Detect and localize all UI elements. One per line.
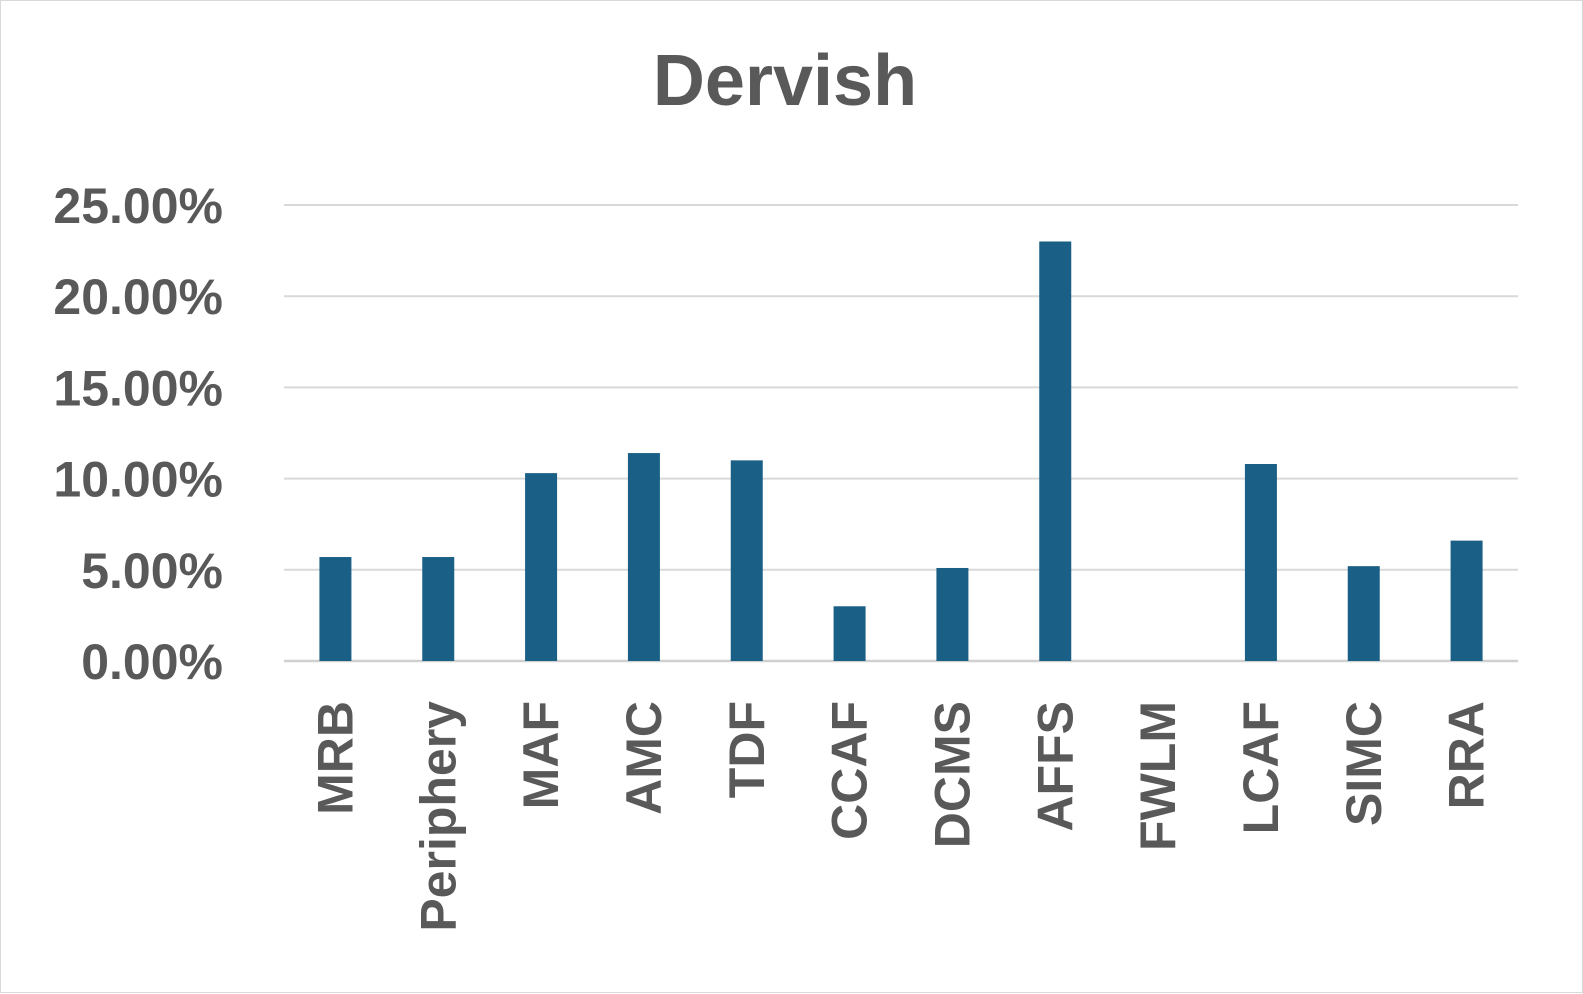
bar-ccaf bbox=[833, 606, 866, 661]
bar-periphery bbox=[422, 557, 455, 661]
x-tick-label: CCAF bbox=[822, 701, 878, 840]
bar-lcaf bbox=[1244, 464, 1277, 661]
x-tick-label: TDF bbox=[719, 701, 775, 798]
x-tick-label: RRA bbox=[1439, 701, 1495, 809]
x-tick-label: SIMC bbox=[1336, 701, 1392, 826]
bar-mrb bbox=[319, 557, 352, 661]
bar-rra bbox=[1450, 540, 1483, 661]
x-tick-label: AMC bbox=[616, 701, 672, 815]
y-tick-label: 20.00% bbox=[53, 269, 223, 325]
x-tick-label: FWLM bbox=[1130, 701, 1186, 851]
y-tick-label: 10.00% bbox=[53, 452, 223, 508]
y-tick-label: 15.00% bbox=[53, 360, 223, 416]
bar-simc bbox=[1347, 566, 1380, 661]
y-tick-label: 5.00% bbox=[81, 543, 223, 599]
x-tick-label: MAF bbox=[513, 701, 569, 809]
x-tick-label: LCAF bbox=[1233, 701, 1289, 834]
y-tick-label: 25.00% bbox=[53, 178, 223, 234]
bar-affs bbox=[1039, 241, 1072, 662]
x-tick-label: AFFS bbox=[1027, 701, 1083, 832]
y-tick-label: 0.00% bbox=[81, 634, 223, 690]
chart-title: Dervish bbox=[652, 41, 918, 121]
x-tick-label: Periphery bbox=[410, 701, 466, 932]
x-tick-label: MRB bbox=[307, 701, 363, 815]
bar-tdf bbox=[730, 460, 763, 661]
x-tick-label: DCMS bbox=[924, 701, 980, 848]
bar-dcms bbox=[936, 567, 969, 661]
bar-amc bbox=[627, 453, 660, 661]
bar-maf bbox=[525, 473, 558, 661]
